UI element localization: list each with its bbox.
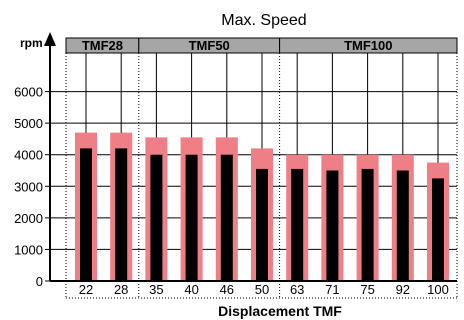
y-tick-label: 4000 — [14, 148, 43, 163]
bar-series-2 — [80, 148, 92, 281]
y-tick-labels: 0 1000 2000 3000 4000 5000 6000 — [14, 85, 43, 289]
y-tick-label: 1000 — [14, 242, 43, 257]
bar-series-2 — [432, 178, 444, 281]
group-header-cell — [279, 37, 458, 54]
axes — [44, 32, 457, 282]
bar-series-2 — [396, 170, 409, 281]
y-tick-label: 0 — [36, 274, 43, 289]
bar-series-2 — [150, 154, 163, 281]
bar-series-2 — [220, 154, 233, 281]
x-tick-label: 63 — [290, 282, 304, 297]
x-tick-label: 50 — [255, 282, 269, 297]
x-tick-label: 92 — [396, 282, 410, 297]
bar-series-2 — [256, 168, 268, 281]
x-tick-label: 40 — [184, 282, 198, 297]
y-tick-label: 5000 — [14, 116, 43, 131]
x-tick-label: 71 — [325, 282, 339, 297]
x-tick-label: 22 — [79, 282, 93, 297]
group-header: TMF28 TMF50 TMF100 — [65, 37, 458, 54]
group-label: TMF28 — [82, 38, 123, 53]
bar-series-2 — [291, 168, 304, 281]
chart-title: Max. Speed — [221, 12, 306, 29]
x-axis-label: Displacement TMF — [218, 303, 342, 319]
y-tick-label: 2000 — [14, 211, 43, 226]
x-tick-label: 100 — [427, 282, 449, 297]
y-axis-label: rpm — [20, 36, 43, 50]
y-tick-label: 6000 — [14, 85, 43, 100]
y-axis-arrow-icon — [44, 32, 56, 46]
bar-series-2 — [326, 170, 339, 281]
x-tick-label: 46 — [220, 282, 234, 297]
group-label: TMF100 — [344, 38, 392, 53]
bars — [75, 132, 449, 281]
x-tick-label: 75 — [360, 282, 374, 297]
x-tick-label: 28 — [114, 282, 128, 297]
x-tick-labels: 22 28 35 40 46 50 63 71 75 92 100 — [79, 282, 449, 297]
y-tick-label: 3000 — [14, 179, 43, 194]
x-tick-label: 35 — [149, 282, 163, 297]
group-label: TMF50 — [189, 38, 230, 53]
bar-series-2 — [185, 154, 198, 281]
bar-series-2 — [115, 148, 128, 281]
bar-series-2 — [361, 168, 374, 281]
